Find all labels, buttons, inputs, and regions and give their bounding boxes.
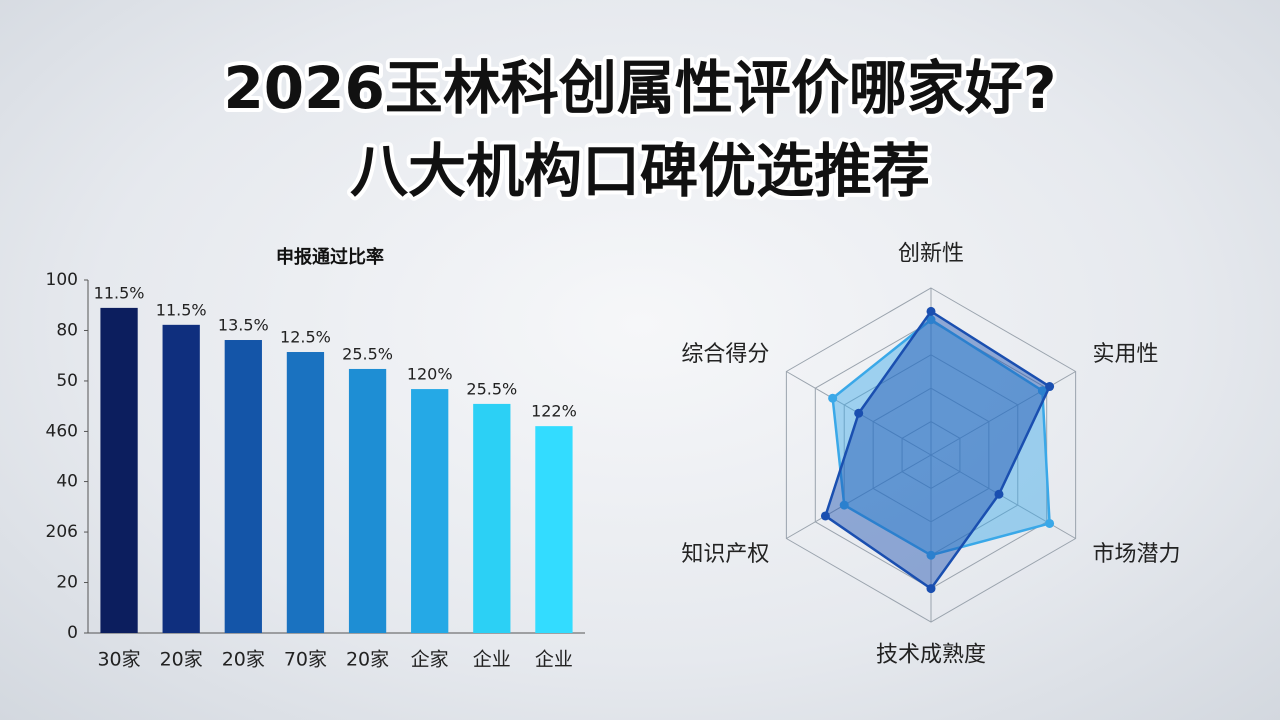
radar-point [854,408,864,418]
bar [100,307,138,633]
x-tick-label: 企业 [535,649,573,671]
radar-point [926,584,936,594]
bar-annotation: 25.5% [342,344,393,363]
radar-point [1045,382,1055,392]
bar-annotation: 11.5% [156,300,207,319]
x-tick-label: 企家 [411,649,449,671]
bar-annotation: 12.5% [280,328,331,347]
bar-annotation: 11.5% [94,283,145,302]
axis-label: 综合得分 [681,342,769,367]
bar [162,324,200,633]
bar-annotation: 13.5% [218,316,269,335]
axis-label: 创新性 [898,242,964,267]
y-tick-label: 20 [56,573,78,593]
bar [535,426,573,633]
radar-point [1045,518,1055,528]
y-tick-label: 80 [56,320,78,340]
bar [348,368,387,633]
spoke [786,454,932,539]
radar-point [994,489,1004,499]
chart-title: 申报通过比率 [276,246,384,268]
y-tick-label: 50 [56,371,78,391]
radar-point [926,315,936,325]
x-tick-label: 20家 [222,649,265,671]
radar-point [828,393,838,403]
bar-annotation: 120% [407,365,453,384]
y-tick-label: 460 [46,421,78,441]
radar-point [839,500,849,510]
radar-point [820,511,830,521]
y-tick-label: 206 [46,522,78,542]
axis-label: 技术成熟度 [876,642,986,667]
bar [224,340,262,633]
radar-point [926,306,936,316]
bar-annotation: 122% [531,402,577,421]
x-tick-label: 20家 [346,649,389,671]
axis-label: 市场潜力 [1093,542,1181,567]
bar-annotation: 25.5% [466,379,517,398]
headline: 八大机构口碑优选推荐 [350,137,930,205]
axis-label: 知识产权 [681,542,769,567]
x-tick-label: 20家 [160,649,203,671]
x-tick-label: 70家 [284,649,327,671]
radar-point [926,550,936,560]
headline: 2026玉林科创属性评价哪家好? [223,54,1056,122]
bar [411,389,449,633]
bar [473,403,511,633]
x-tick-label: 企业 [473,649,511,671]
y-tick-label: 100 [46,270,78,290]
axis-label: 实用性 [1093,342,1159,367]
x-tick-label: 30家 [97,649,140,671]
y-tick-label: 40 [56,472,78,492]
bar [286,352,325,633]
y-tick-label: 0 [67,623,78,643]
radar-point [1037,386,1047,396]
